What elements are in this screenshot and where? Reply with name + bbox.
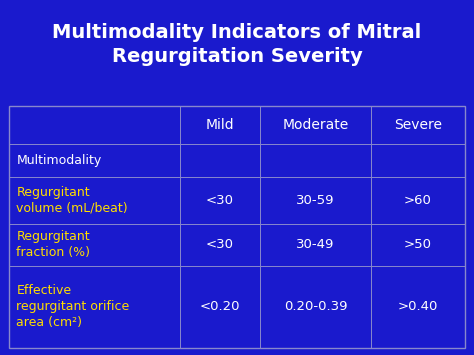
Text: Regurgitant
fraction (%): Regurgitant fraction (%)	[16, 230, 91, 259]
Text: <30: <30	[206, 238, 234, 251]
Text: Multimodality: Multimodality	[16, 154, 101, 167]
Text: Regurgitant
volume (mL/beat): Regurgitant volume (mL/beat)	[16, 186, 128, 214]
Text: >50: >50	[404, 238, 432, 251]
Text: 30-59: 30-59	[296, 193, 335, 207]
Text: >60: >60	[404, 193, 432, 207]
Text: >0.40: >0.40	[398, 300, 438, 313]
Text: Multimodality Indicators of Mitral
Regurgitation Severity: Multimodality Indicators of Mitral Regur…	[52, 23, 422, 66]
Text: Moderate: Moderate	[283, 118, 348, 132]
Text: Effective
regurgitant orifice
area (cm²): Effective regurgitant orifice area (cm²)	[16, 284, 129, 329]
Text: <0.20: <0.20	[200, 300, 240, 313]
Text: Mild: Mild	[206, 118, 234, 132]
Text: <30: <30	[206, 193, 234, 207]
Text: 0.20-0.39: 0.20-0.39	[284, 300, 347, 313]
Text: Severe: Severe	[394, 118, 442, 132]
Text: 30-49: 30-49	[296, 238, 335, 251]
